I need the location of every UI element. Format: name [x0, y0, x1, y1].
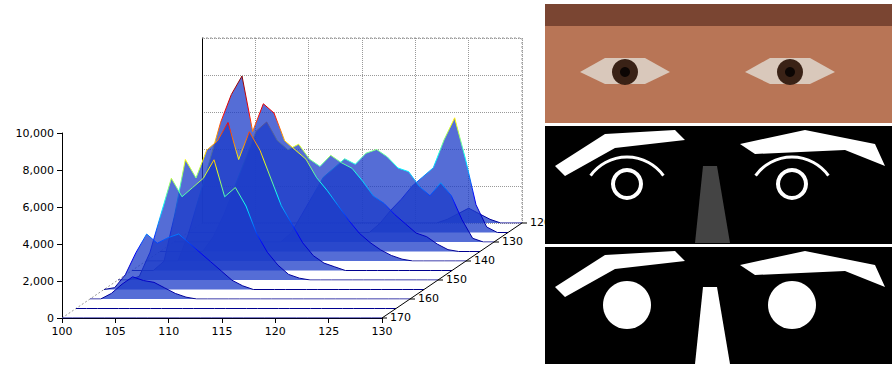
- svg-text:2,000: 2,000: [23, 275, 55, 288]
- svg-text:10,000: 10,000: [16, 127, 55, 140]
- svg-text:170: 170: [390, 311, 411, 324]
- svg-text:120: 120: [265, 325, 286, 338]
- svg-text:130: 130: [372, 325, 393, 338]
- svg-text:150: 150: [446, 273, 467, 286]
- svg-text:160: 160: [418, 292, 439, 305]
- svg-text:130: 130: [502, 235, 523, 248]
- svg-text:140: 140: [474, 254, 495, 267]
- svg-text:4,000: 4,000: [23, 238, 55, 251]
- svg-text:100: 100: [52, 325, 73, 338]
- svg-text:110: 110: [158, 325, 179, 338]
- svg-text:8,000: 8,000: [23, 164, 55, 177]
- svg-text:115: 115: [212, 325, 233, 338]
- svg-text:0: 0: [47, 312, 54, 325]
- svg-text:105: 105: [105, 325, 126, 338]
- svg-text:120: 120: [530, 216, 551, 229]
- svg-text:125: 125: [318, 325, 339, 338]
- svg-text:6,000: 6,000: [23, 201, 55, 214]
